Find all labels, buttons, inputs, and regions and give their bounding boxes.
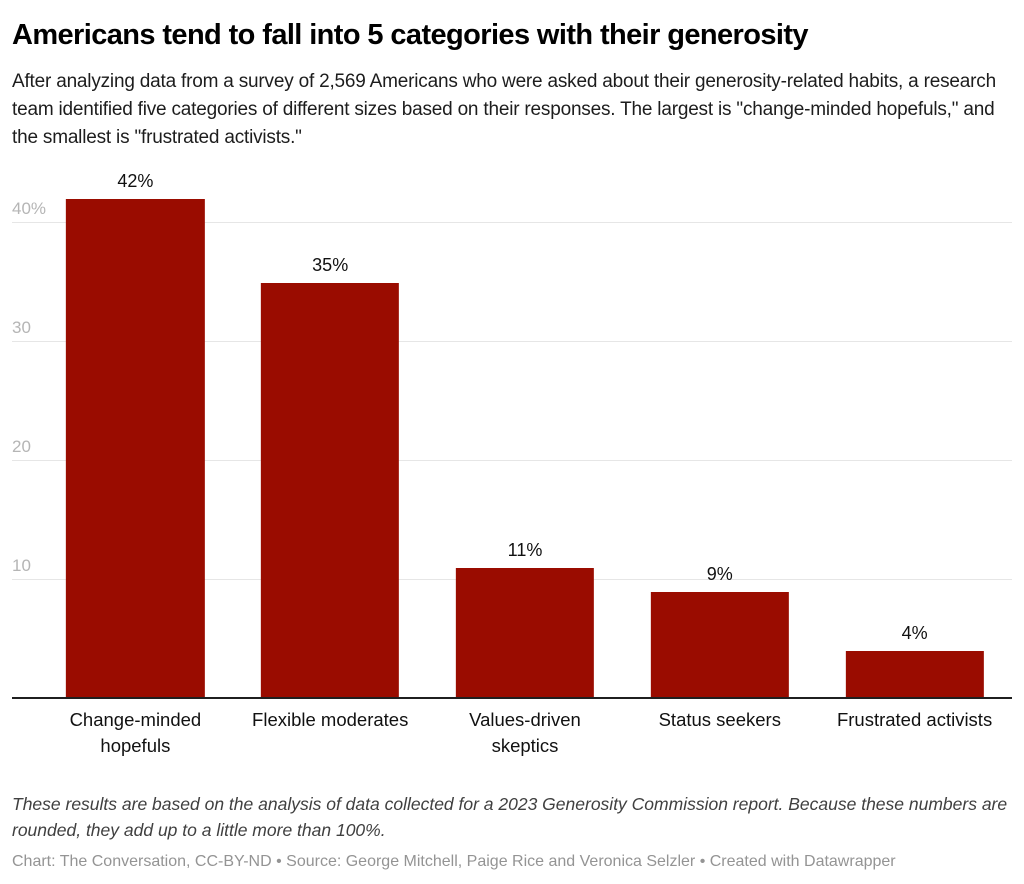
page-title: Americans tend to fall into 5 categories…: [12, 19, 809, 51]
bar-status-seekers[interactable]: [650, 591, 789, 699]
gridline-20: [12, 460, 1012, 461]
bar-column: 42%: [38, 167, 233, 699]
category-label: Values-driven skeptics: [428, 707, 623, 759]
bar-value-label: 9%: [706, 563, 733, 584]
category-label-text: Flexible moderates: [252, 709, 409, 730]
bar-flexible-moderates[interactable]: [261, 282, 400, 699]
gridline-40: [12, 222, 1012, 223]
bar-value-label: 42%: [117, 171, 154, 192]
category-label: Frustrated activists: [817, 707, 1012, 759]
category-label-text: Change-minded hopefuls: [69, 709, 202, 756]
category-label-text: Status seekers: [658, 709, 781, 730]
chart-footnote: These results are based on the analysis …: [12, 794, 1008, 840]
bar-change-minded-hopefuls[interactable]: [66, 199, 205, 699]
bar-column: 35%: [233, 167, 428, 699]
y-tick-label: 20: [12, 437, 31, 456]
bar-column: 9%: [622, 167, 817, 699]
category-label: Change-minded hopefuls: [38, 707, 233, 759]
x-axis-baseline: [12, 697, 1012, 699]
bar-column: 4%: [817, 167, 1012, 699]
category-label: Status seekers: [622, 707, 817, 759]
gridline-30: [12, 341, 1012, 342]
bar-values-driven-skeptics[interactable]: [455, 568, 595, 699]
bar-column: 11%: [428, 167, 623, 699]
category-label-text: Values-driven skeptics: [469, 709, 581, 756]
category-label: Flexible moderates: [233, 707, 428, 759]
chart-credit: Chart: The Conversation, CC-BY-ND • Sour…: [12, 853, 896, 870]
chart-subtitle: After analyzing data from a survey of 2,…: [12, 71, 996, 148]
y-tick-label: 40%: [12, 199, 47, 218]
bar-value-label: 35%: [312, 254, 349, 275]
y-tick-label: 10: [12, 556, 31, 575]
bar-value-label: 11%: [507, 540, 543, 561]
y-tick-label: 30: [12, 318, 31, 337]
bar-frustrated-activists[interactable]: [845, 651, 984, 699]
plot-area: 10 20 30 40% 42% 35% 11% 9% 4%: [12, 167, 1012, 699]
category-label-text: Frustrated activists: [836, 709, 993, 730]
bar-value-label: 4%: [901, 623, 928, 644]
x-axis-category-labels: Change-minded hopefuls Flexible moderates…: [38, 707, 1012, 759]
bar-columns: 42% 35% 11% 9% 4%: [38, 167, 1012, 699]
